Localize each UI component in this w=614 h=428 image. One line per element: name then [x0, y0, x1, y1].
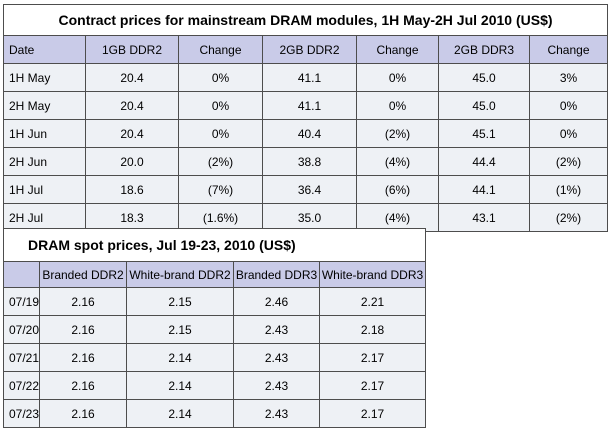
- table-cell: 20.4: [85, 119, 179, 148]
- table-cell: 2.17: [319, 371, 426, 400]
- column-header: Branded DDR3: [233, 261, 320, 288]
- date-cell: 07/21: [3, 343, 40, 372]
- table-cell: 2.18: [319, 315, 426, 344]
- table-cell: (2%): [178, 147, 263, 176]
- table-cell: 2.46: [233, 287, 320, 316]
- date-cell: 2H Jun: [3, 147, 86, 176]
- table-cell: (7%): [178, 175, 263, 204]
- table-title-row: DRAM spot prices, Jul 19-23, 2010 (US$): [3, 228, 426, 262]
- table-cell: (2%): [529, 203, 608, 232]
- table-cell: 0%: [356, 63, 439, 92]
- table-cell: 44.1: [438, 175, 530, 204]
- table-cell: 0%: [529, 119, 608, 148]
- table-cell: 3%: [529, 63, 608, 92]
- date-cell: 07/20: [3, 315, 40, 344]
- table-row: 1H Jul 18.6 (7%) 36.4 (6%) 44.1 (1%): [3, 175, 608, 204]
- table-cell: 2.43: [233, 343, 320, 372]
- table-cell: 2.43: [233, 315, 320, 344]
- table-cell: 2.14: [126, 371, 234, 400]
- table-cell: 41.1: [262, 63, 357, 92]
- spot-table-title: DRAM spot prices, Jul 19-23, 2010 (US$): [3, 228, 426, 262]
- table-cell: 20.4: [85, 91, 179, 120]
- table-cell: 2.16: [39, 371, 127, 400]
- table-cell: 36.4: [262, 175, 357, 204]
- table-cell: 41.1: [262, 91, 357, 120]
- table-cell: 0%: [178, 119, 263, 148]
- table-cell: (2%): [356, 119, 439, 148]
- table-cell: (6%): [356, 175, 439, 204]
- table-cell: 20.0: [85, 147, 179, 176]
- table-cell: (1%): [529, 175, 608, 204]
- table-cell: 0%: [178, 91, 263, 120]
- spot-prices-table: DRAM spot prices, Jul 19-23, 2010 (US$) …: [3, 228, 426, 428]
- table-cell: 2.14: [126, 343, 234, 372]
- date-cell: 1H Jun: [3, 119, 86, 148]
- table-cell: (4%): [356, 147, 439, 176]
- date-cell: 2H Jul: [3, 203, 86, 232]
- column-header: Branded DDR2: [39, 261, 127, 288]
- table-cell: 2.21: [319, 287, 426, 316]
- table-cell: 2.16: [39, 315, 127, 344]
- column-header: 2GB DDR2: [262, 35, 357, 64]
- table-cell: 40.4: [262, 119, 357, 148]
- table-row: 1H May 20.4 0% 41.1 0% 45.0 3%: [3, 63, 608, 92]
- date-cell: 07/22: [3, 371, 40, 400]
- date-cell: 2H May: [3, 91, 86, 120]
- table-cell: 38.8: [262, 147, 357, 176]
- table-cell: 20.4: [85, 63, 179, 92]
- date-cell: 1H May: [3, 63, 86, 92]
- table-cell: (2%): [529, 147, 608, 176]
- table-cell: 0%: [178, 63, 263, 92]
- table-cell: 43.1: [438, 203, 530, 232]
- header-row: Date 1GB DDR2 Change 2GB DDR2 Change 2GB…: [3, 35, 608, 64]
- table-title-row: Contract prices for mainstream DRAM modu…: [3, 4, 608, 36]
- table-row: 2H Jun 20.0 (2%) 38.8 (4%) 44.4 (2%): [3, 147, 608, 176]
- table-cell: 2.43: [233, 371, 320, 400]
- column-header: Change: [356, 35, 439, 64]
- table-row: 07/22 2.16 2.14 2.43 2.17: [3, 371, 426, 400]
- table-cell: 2.16: [39, 287, 127, 316]
- table-row: 2H May 20.4 0% 41.1 0% 45.0 0%: [3, 91, 608, 120]
- date-cell: 1H Jul: [3, 175, 86, 204]
- column-header: Change: [529, 35, 608, 64]
- table-row: 07/20 2.16 2.15 2.43 2.18: [3, 315, 426, 344]
- table-cell: 45.0: [438, 91, 530, 120]
- table-cell: 0%: [529, 91, 608, 120]
- table-cell: 2.15: [126, 287, 234, 316]
- column-header: [3, 261, 40, 288]
- column-header: 2GB DDR3: [438, 35, 530, 64]
- table-cell: 2.14: [126, 399, 234, 428]
- table-cell: 2.16: [39, 343, 127, 372]
- contract-table-title: Contract prices for mainstream DRAM modu…: [3, 4, 608, 36]
- column-header: White-brand DDR2: [126, 261, 234, 288]
- column-header: 1GB DDR2: [85, 35, 179, 64]
- column-header: Date: [3, 35, 86, 64]
- table-row: 1H Jun 20.4 0% 40.4 (2%) 45.1 0%: [3, 119, 608, 148]
- date-cell: 07/19: [3, 287, 40, 316]
- table-cell: 35.0: [262, 203, 357, 232]
- table-cell: 0%: [356, 91, 439, 120]
- table-row: 2H Jul 18.3 (1.6%) 35.0 (4%) 43.1 (2%): [3, 203, 608, 232]
- column-header: Change: [178, 35, 263, 64]
- column-header: White-brand DDR3: [319, 261, 426, 288]
- table-cell: 2.15: [126, 315, 234, 344]
- table-cell: 2.17: [319, 399, 426, 428]
- table-cell: 2.43: [233, 399, 320, 428]
- header-row: Branded DDR2 White-brand DDR2 Branded DD…: [3, 261, 426, 288]
- table-cell: 2.16: [39, 399, 127, 428]
- table-cell: (4%): [356, 203, 439, 232]
- contract-prices-table: Contract prices for mainstream DRAM modu…: [3, 4, 608, 232]
- table-cell: 45.0: [438, 63, 530, 92]
- table-row: 07/19 2.16 2.15 2.46 2.21: [3, 287, 426, 316]
- table-cell: 44.4: [438, 147, 530, 176]
- table-row: 07/21 2.16 2.14 2.43 2.17: [3, 343, 426, 372]
- table-cell: 2.17: [319, 343, 426, 372]
- table-cell: 45.1: [438, 119, 530, 148]
- table-row: 07/23 2.16 2.14 2.43 2.17: [3, 399, 426, 428]
- date-cell: 07/23: [3, 399, 40, 428]
- table-cell: 18.6: [85, 175, 179, 204]
